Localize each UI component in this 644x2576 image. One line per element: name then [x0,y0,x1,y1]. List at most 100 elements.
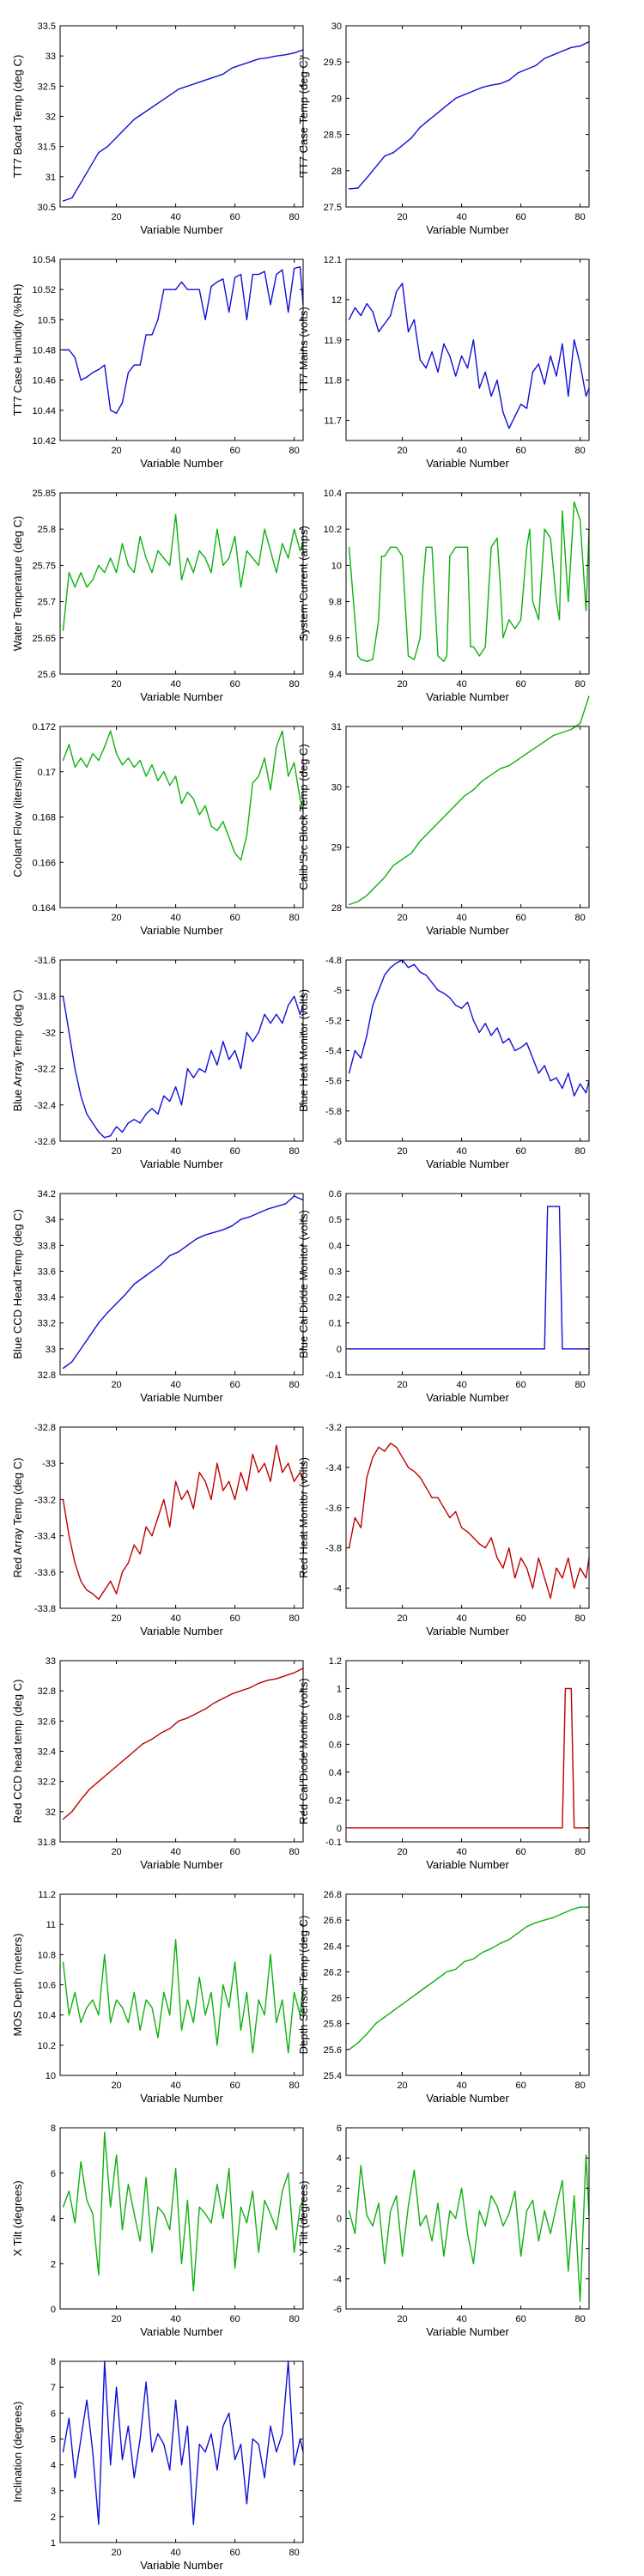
data-point [163,557,165,559]
data-point [514,1049,516,1052]
y-tick-label: 33 [46,52,56,62]
y-tick-label: 10.2 [38,2041,56,2051]
data-point [431,981,433,983]
data-point [110,2464,112,2466]
data-point [246,1991,247,1993]
data-point [357,187,359,189]
data-point [210,825,212,827]
y-tick-label: 0.8 [329,1712,342,1722]
data-point [121,1571,124,1573]
x-tick-label: 20 [111,1146,121,1157]
data-point [222,564,224,567]
chart-panel-1: 20 40 60 80 30.5 31 31.5 32 32.5 33 33.5 Variable N… [11,21,304,236]
x-tick-label: 80 [575,679,586,690]
data-point [258,2251,259,2253]
data-point [196,1712,197,1715]
data-point [526,1042,528,1044]
data-point [366,660,368,662]
data-point [228,836,230,838]
y-tick-label: 33.5 [38,21,56,32]
data-point [508,1037,510,1039]
data-point [234,1498,236,1500]
data-point [264,2199,265,2201]
y-tick-label: 6 [337,2123,342,2134]
y-tick-label: 1 [51,2538,56,2549]
data-point [466,2233,469,2234]
data-point [407,967,410,969]
data-point [180,1104,183,1106]
data-point [508,79,510,81]
x-tick-label: 60 [515,212,526,222]
data-point [402,283,404,284]
data-point [264,528,265,530]
y-tick-label: 2 [51,2259,56,2269]
data-point [240,2206,242,2208]
x-axis-label: Variable Number [426,1391,509,1404]
plot-frame [345,492,590,675]
x-tick-label: 20 [111,2314,121,2324]
data-point [240,2443,242,2445]
data-point [68,1535,70,1537]
y-tick-label: 0.5 [329,1215,342,1225]
data-point [413,2169,415,2171]
series-line [349,40,590,190]
y-axis-label: TT7 Case Temp (deg C) [297,57,310,176]
data-point [502,1042,504,1044]
y-tick-label: 7 [51,2383,56,2393]
x-tick-label: 20 [397,1380,407,1390]
x-tick-label: 80 [575,1146,586,1157]
data-point [145,1113,147,1115]
series-line [62,730,304,861]
y-axis-label: Blue CCD Head Temp (deg C) [11,1209,24,1359]
data-point [240,274,242,276]
data-point [151,1535,153,1537]
y-tick-label: -33.6 [34,1568,56,1578]
data-point [68,572,70,574]
y-tick-label: 30 [331,782,342,793]
data-point [204,805,206,806]
data-point [157,1113,159,1115]
data-point [234,1049,236,1052]
data-point [553,734,555,737]
data-point [258,2443,259,2445]
data-point [133,118,135,120]
data-point [157,2206,159,2208]
y-tick-label: 33.2 [38,1319,56,1329]
data-point [151,1108,153,1109]
data-point [139,2240,141,2242]
data-point [478,1543,480,1545]
y-axis-label: Red CCD head temp (deg C) [11,1680,24,1824]
data-point [234,853,236,854]
data-point [169,1526,171,1528]
data-point [98,368,100,370]
data-point [180,803,183,805]
data-point [104,1953,106,1955]
x-tick-label: 80 [575,913,586,923]
y-axis-label: Red Heat Monitor (volts) [297,1457,310,1578]
x-tick-label: 80 [289,1613,300,1624]
x-tick-label: 60 [515,1146,526,1157]
data-point [490,1947,492,1949]
data-point [258,1212,259,1214]
data-point [240,1218,242,1220]
data-point [472,1537,475,1539]
data-point [228,2167,230,2170]
data-point [544,1577,545,1579]
data-point [396,1446,398,1448]
data-point [74,1562,76,1564]
data-point [133,1544,135,1546]
data-point [366,1477,368,1479]
data-point [169,1255,171,1256]
data-point [186,2199,188,2201]
data-point [228,2412,230,2414]
y-tick-label: -5.6 [325,1077,342,1087]
y-tick-label: 28 [331,167,342,177]
data-point [288,557,289,559]
data-point [127,372,129,374]
data-point [151,2251,153,2253]
data-point [139,760,141,762]
data-point [502,1567,504,1569]
data-point [216,1462,218,1464]
data-point [169,2014,171,2016]
y-axis-label: Blue Cal Diode Monitor (volts) [297,1210,310,1358]
